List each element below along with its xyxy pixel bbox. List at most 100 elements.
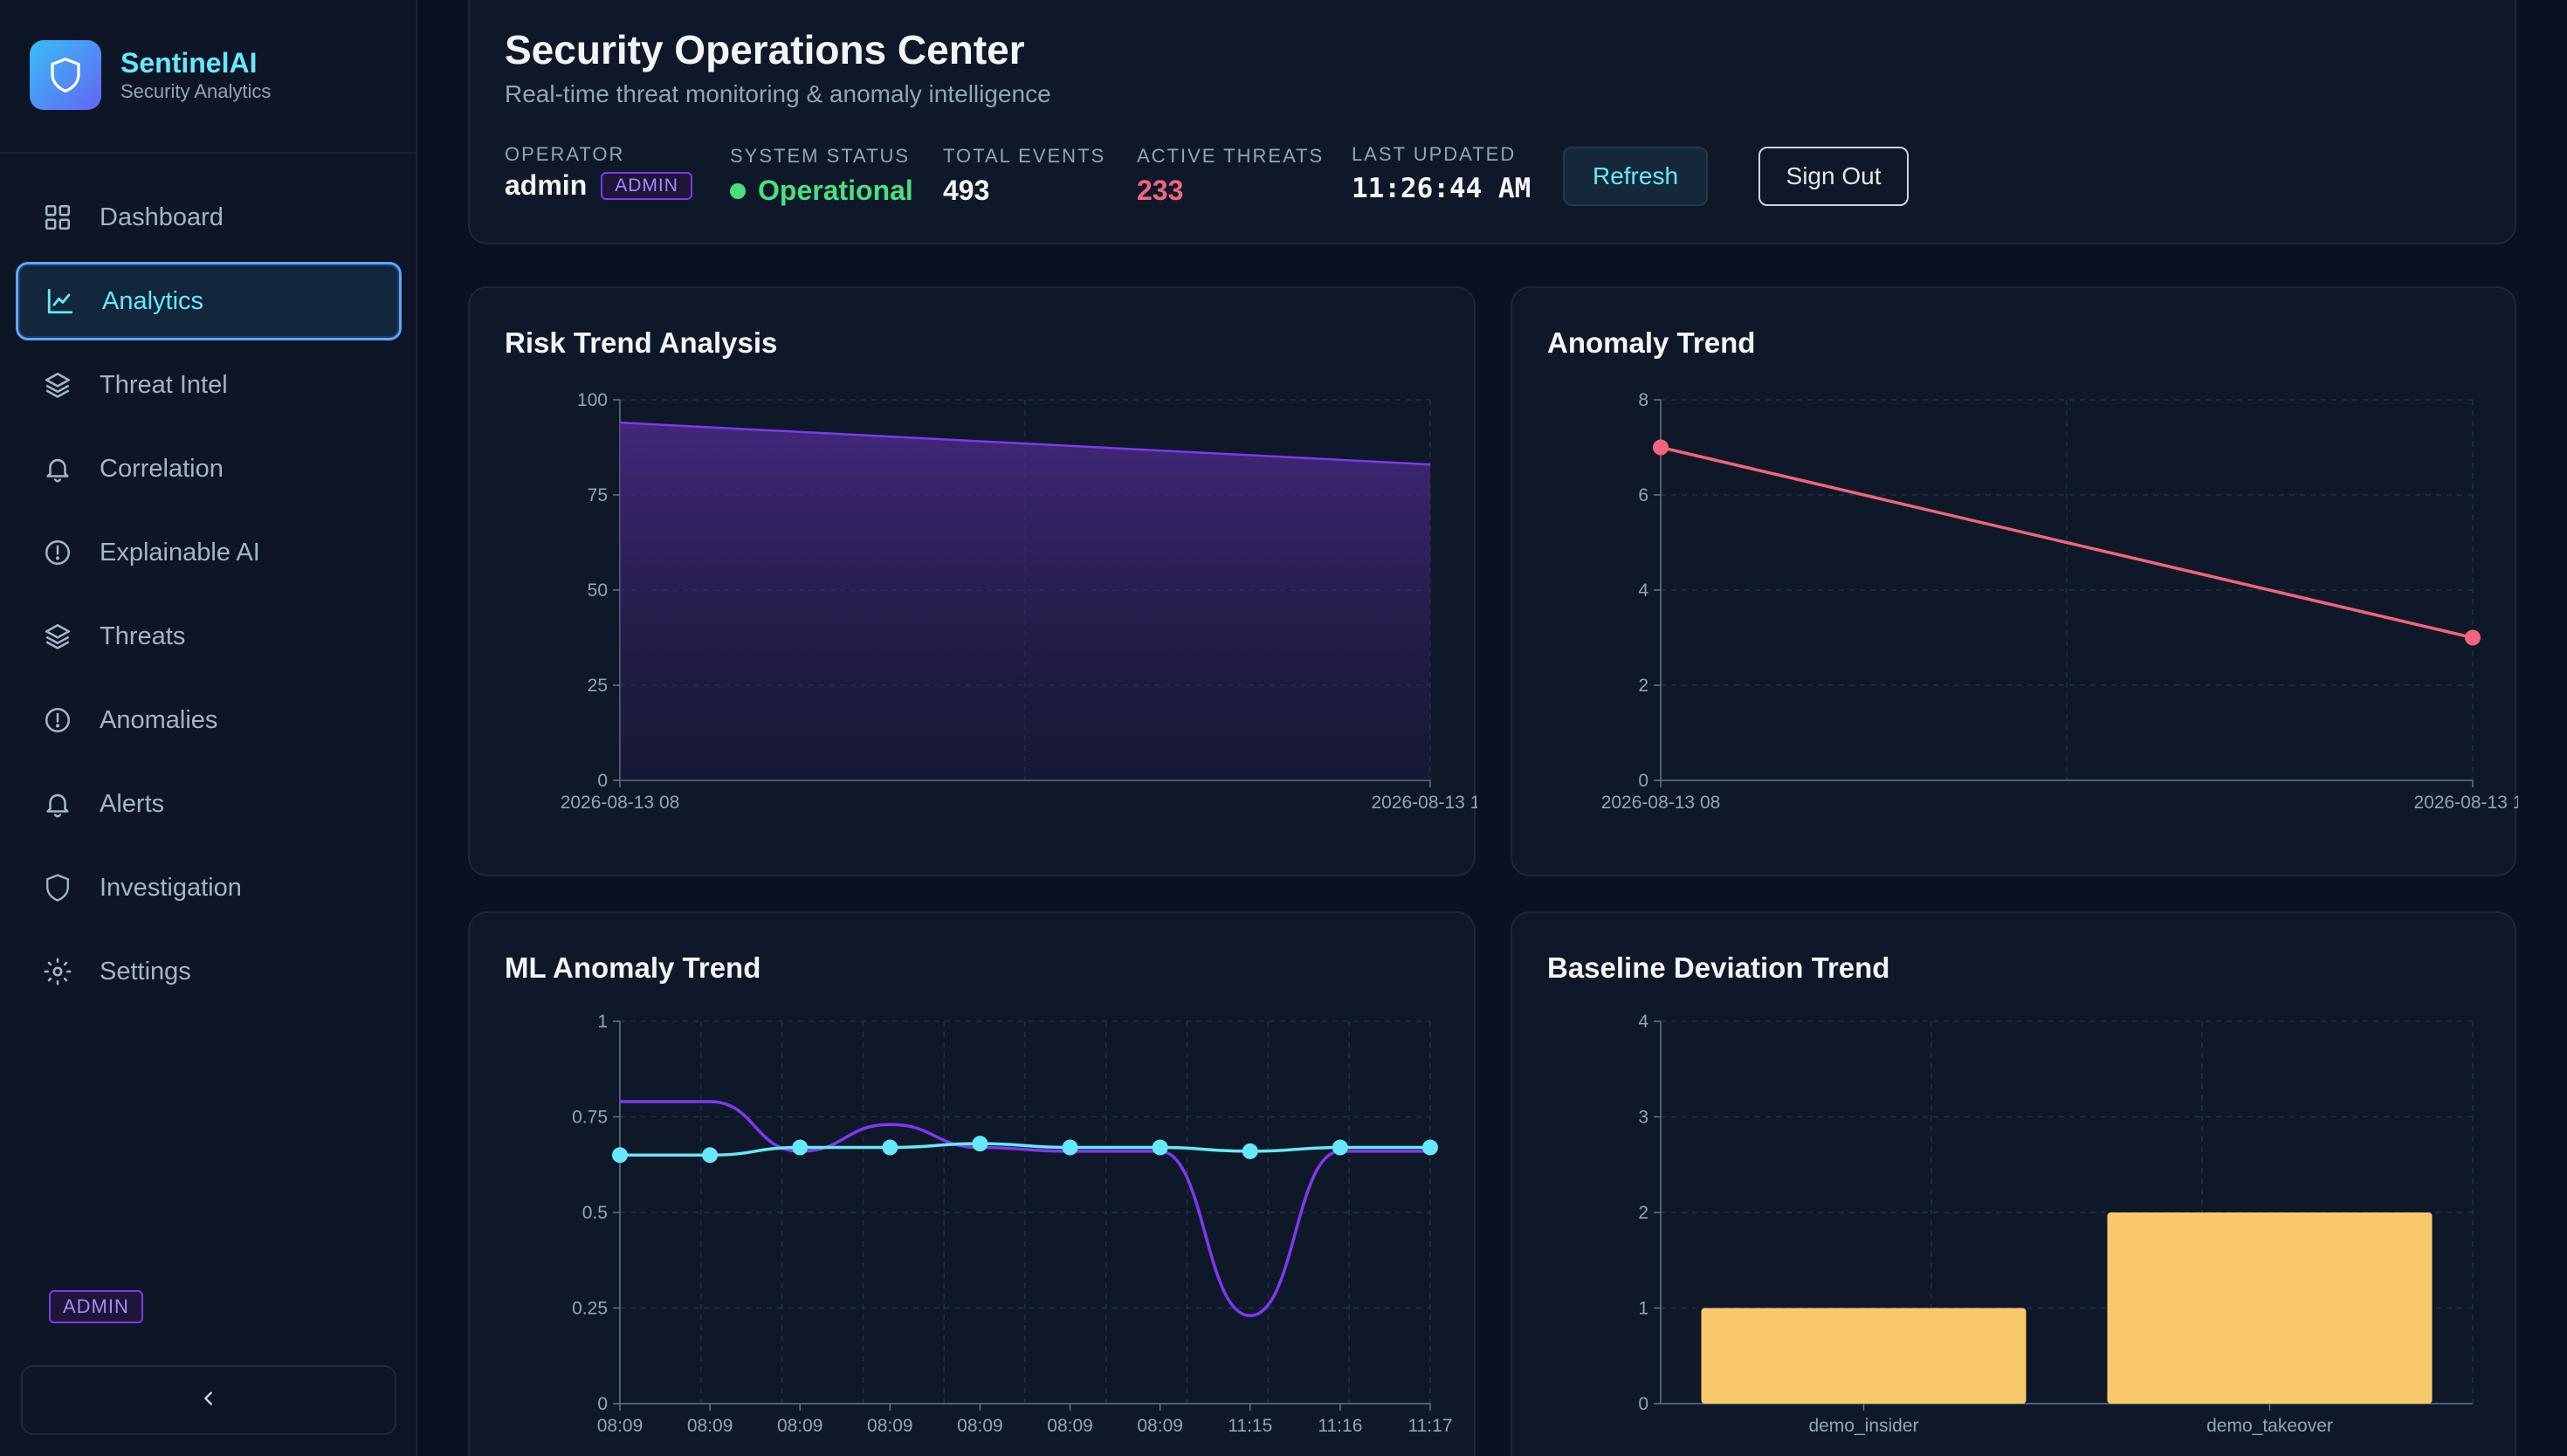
sidebar-item-label: Alerts — [100, 789, 165, 818]
ml-anomaly-trend-chart: 0 0.25 0.5 0.75 1 08:09 08:09 08:09 08:09 08:09 08… — [572, 1012, 1453, 1436]
x-tick-label: 11:16 — [1318, 1416, 1362, 1436]
page-title: Security Operations Center — [505, 27, 1025, 72]
y-tick-label: 1 — [1638, 1299, 1648, 1319]
sidebar-item-label: Threat Intel — [100, 370, 228, 399]
grid-icon — [40, 200, 75, 235]
active-threats-stat: ACTIVE THREATS 233 — [1137, 145, 1324, 207]
last-updated-label: LAST UPDATED — [1352, 143, 1517, 165]
ml-data-point — [972, 1136, 988, 1152]
x-tick-label: 08:09 — [957, 1416, 1003, 1436]
sidebar-item-explainable-ai[interactable]: Explainable AI — [16, 513, 402, 592]
brand-name: SentinelAI — [120, 47, 258, 79]
collapse-sidebar-button[interactable] — [21, 1365, 396, 1435]
risk-area-line — [619, 421, 1431, 466]
baseline-bar — [1701, 1308, 2027, 1404]
sidebar-item-anomalies[interactable]: Anomalies — [16, 681, 402, 759]
card-title: Baseline Deviation Trend — [1547, 951, 1890, 984]
x-tick-label: 2026-08-13 11 — [1371, 793, 1477, 813]
ml-data-point — [1062, 1139, 1078, 1156]
x-tick-label: 08:09 — [867, 1416, 913, 1436]
sidebar-item-label: Threats — [100, 622, 186, 650]
risk-trend-card: Risk Trend Analysis 0 25 50 75 100 2026-08-13… — [468, 286, 1477, 876]
brand-subtitle: Security Analytics — [120, 80, 272, 102]
card-title: ML Anomaly Trend — [505, 951, 761, 984]
y-tick-label: 0.5 — [582, 1203, 608, 1223]
card-title: Risk Trend Analysis — [505, 326, 778, 359]
y-tick-label: 3 — [1638, 1108, 1648, 1128]
ml-data-point — [1422, 1139, 1438, 1156]
anomaly-series-line — [1660, 445, 2474, 640]
y-tick-label: 1 — [597, 1012, 608, 1032]
shield-icon — [40, 870, 75, 905]
y-tick-label: 0 — [1638, 771, 1648, 791]
line-chart-icon — [43, 284, 78, 319]
sidebar-item-correlation[interactable]: Correlation — [16, 429, 402, 508]
x-tick-label: 08:09 — [777, 1416, 823, 1436]
sidebar-item-investigation[interactable]: Investigation — [16, 848, 402, 927]
y-tick-label: 0.25 — [572, 1299, 608, 1319]
sidebar-item-dashboard[interactable]: Dashboard — [16, 178, 402, 257]
x-tick-label: demo_insider — [1808, 1416, 1918, 1436]
baseline-deviation-chart: 0 1 2 3 4 demo_insider demo_takeover — [1638, 1012, 2474, 1436]
operator-value: admin — [505, 169, 588, 201]
active-threats-value: 233 — [1137, 175, 1184, 206]
sidebar-item-label: Analytics — [102, 286, 204, 315]
x-tick-label: 08:09 — [597, 1416, 643, 1436]
y-tick-label: 4 — [1638, 580, 1648, 601]
total-events-label: TOTAL EVENTS — [943, 145, 1106, 167]
operator-label: OPERATOR — [505, 143, 625, 165]
bell-icon — [40, 451, 75, 486]
alert-circle-icon — [40, 703, 75, 738]
anomaly-trend-chart: 0 2 4 6 8 2026-08-13 08 2026-08-13 11 — [1601, 390, 2518, 813]
y-tick-label: 0 — [597, 771, 608, 791]
baseline-deviation-card: Baseline Deviation Trend 0 1 2 3 4 demo_insid… — [1511, 911, 2516, 1456]
operator-role-badge: ADMIN — [601, 171, 692, 200]
sidebar-item-label: Settings — [100, 957, 191, 986]
risk-area-fill — [620, 422, 1430, 780]
sidebar-divider — [0, 152, 416, 154]
x-tick-label: 08:09 — [687, 1416, 733, 1436]
ml-anomaly-trend-card: ML Anomaly Trend 0 0.25 0.5 0.75 1 08:09 08:09… — [468, 911, 1476, 1456]
sidebar-item-settings[interactable]: Settings — [16, 932, 402, 1011]
ml-data-point — [1242, 1143, 1258, 1159]
brand[interactable]: SentinelAI Security Analytics — [30, 40, 271, 110]
anomaly-data-point — [2465, 629, 2481, 646]
chevron-left-icon — [199, 1389, 218, 1412]
y-tick-label: 0 — [1638, 1394, 1648, 1414]
sidebar-item-analytics[interactable]: Analytics — [16, 262, 402, 340]
last-updated-stat: LAST UPDATED 11:26:44 AM — [1352, 143, 1531, 204]
baseline-bar — [2107, 1212, 2433, 1404]
y-tick-label: 100 — [577, 390, 608, 410]
system-status-label: SYSTEM STATUS — [730, 145, 911, 167]
ml-data-point — [882, 1139, 898, 1156]
card-title: Anomaly Trend — [1547, 326, 1756, 359]
y-tick-label: 8 — [1638, 390, 1648, 410]
risk-trend-chart: 0 25 50 75 100 2026-08-13 08 2026-08-13 11 — [561, 390, 1477, 813]
y-tick-label: 0 — [597, 1394, 608, 1414]
x-tick-label: 11:15 — [1228, 1416, 1272, 1436]
y-tick-label: 25 — [588, 676, 608, 696]
bell-icon — [40, 786, 75, 821]
sidebar-item-threat-intel[interactable]: Threat Intel — [16, 346, 402, 424]
page-subtitle: Real-time threat monitoring & anomaly in… — [505, 80, 1051, 107]
x-tick-label: 08:09 — [1137, 1416, 1183, 1436]
anomaly-trend-card: Anomaly Trend 0 2 4 6 8 2026-08-13 08 2026-08-… — [1511, 286, 2518, 876]
sidebar-item-alerts[interactable]: Alerts — [16, 765, 402, 843]
x-tick-label: 2026-08-13 08 — [561, 793, 680, 813]
y-tick-label: 2 — [1638, 1203, 1648, 1223]
sidebar-item-threats[interactable]: Threats — [16, 597, 402, 676]
role-badge: ADMIN — [49, 1290, 143, 1323]
sidebar-item-label: Dashboard — [100, 203, 224, 231]
active-threats-label: ACTIVE THREATS — [1137, 145, 1325, 167]
ml-data-point — [612, 1147, 628, 1164]
layers-icon — [40, 619, 75, 654]
sign-out-button[interactable]: Sign Out — [1758, 147, 1909, 206]
ml-data-point — [1332, 1139, 1348, 1156]
last-updated-value: 11:26:44 AM — [1352, 173, 1531, 204]
x-tick-label: 2026-08-13 11 — [2413, 793, 2518, 813]
y-tick-label: 0.75 — [572, 1108, 608, 1128]
total-events-stat: TOTAL EVENTS 493 — [943, 145, 1105, 207]
refresh-button[interactable]: Refresh — [1563, 147, 1708, 206]
x-tick-label: 11:17 — [1408, 1416, 1453, 1436]
